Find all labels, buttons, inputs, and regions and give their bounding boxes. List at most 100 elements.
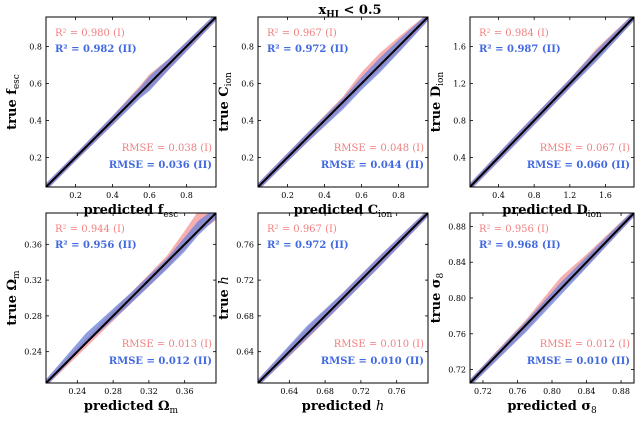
label-text: predicted [507, 399, 581, 414]
x-tick-label: 0.68 [316, 387, 334, 396]
r2-model-II: R² = 0.972 (II) [267, 240, 349, 251]
label-symbol: f [5, 88, 20, 95]
label-symbol: Ω [158, 399, 170, 414]
label-symbol: D [576, 203, 587, 218]
axes-frame [257, 16, 429, 188]
x-tick-label: 1.2 [563, 191, 576, 200]
x-tick-label: 0.80 [543, 387, 561, 396]
axes-frame [45, 212, 217, 384]
rmse-model-II: RMSE = 0.060 (II) [527, 160, 630, 171]
label-text: predicted [294, 203, 368, 218]
rmse-model-I: RMSE = 0.038 (I) [122, 143, 212, 154]
label-subscript: ion [378, 210, 392, 220]
y-tick-label: 0.8 [241, 43, 254, 52]
x-tick-label: 0.76 [509, 387, 527, 396]
y-tick-label: 0.32 [24, 276, 42, 285]
label-text: true [5, 95, 20, 130]
r2-model-I: R² = 0.956 (I) [479, 224, 549, 235]
identity-line [470, 213, 634, 383]
label-symbol: D [429, 86, 444, 97]
y-tick-label: 1.2 [453, 80, 466, 89]
axes-frame [257, 212, 429, 384]
r2-model-I: R² = 0.944 (I) [55, 224, 125, 235]
x-tick-label: 0.8 [392, 191, 405, 200]
y-tick-label: 0.80 [448, 294, 466, 303]
label-text: true [217, 285, 232, 320]
x-tick-label: 0.4 [106, 191, 119, 200]
rmse-model-I: RMSE = 0.067 (I) [540, 143, 630, 154]
plot-area [258, 213, 428, 383]
r2-model-I: R² = 0.984 (I) [479, 28, 549, 39]
y-tick-label: 0.72 [236, 276, 254, 285]
identity-line [258, 17, 428, 187]
plot-area [470, 17, 634, 187]
label-subscript: 8 [591, 406, 597, 416]
y-tick-label: 0.76 [448, 330, 466, 339]
x-tick-label: 0.24 [68, 387, 86, 396]
x-tick-label: 0.4 [492, 191, 505, 200]
y-axis-label: true Cion [217, 72, 234, 132]
label-symbol: f [158, 203, 165, 218]
y-tick-label: 0.8 [29, 43, 42, 52]
y-tick-label: 0.6 [29, 80, 42, 89]
label-subscript: 8 [436, 273, 446, 279]
r2-model-I: R² = 0.980 (I) [55, 28, 125, 39]
identity-line [470, 17, 634, 187]
x-axis-label: predicted σ8 [507, 399, 597, 416]
y-tick-label: 0.76 [236, 240, 254, 249]
r2-model-II: R² = 0.982 (II) [55, 44, 137, 55]
x-tick-label: 0.84 [578, 387, 596, 396]
x-tick-label: 0.32 [140, 387, 158, 396]
label-text: true [429, 97, 444, 132]
x-axis-label: predicted Cion [294, 203, 393, 220]
label-symbol: h [376, 399, 384, 414]
y-tick-label: 0.64 [236, 348, 254, 357]
rmse-model-I: RMSE = 0.013 (I) [122, 339, 212, 350]
x-tick-label: 0.36 [176, 387, 194, 396]
label-subscript: m [170, 406, 179, 416]
r2-model-II: R² = 0.968 (II) [479, 240, 561, 251]
r2-model-II: R² = 0.987 (II) [479, 44, 561, 55]
y-axis-label: true fesc [5, 74, 22, 130]
y-axis-label: true Ωm [5, 270, 22, 326]
label-subscript: esc [163, 210, 178, 220]
label-text: predicted [84, 203, 158, 218]
y-axis-label: true Dion [429, 72, 446, 133]
rmse-model-I: RMSE = 0.048 (I) [334, 143, 424, 154]
label-subscript: ion [588, 210, 602, 220]
y-tick-label: 0.4 [453, 153, 466, 162]
label-symbol: h [217, 276, 232, 284]
identity-line [46, 213, 216, 383]
label-subscript: m [12, 270, 22, 279]
y-tick-label: 0.72 [448, 366, 466, 375]
axes-frame [45, 16, 217, 188]
label-subscript: esc [12, 74, 22, 89]
x-tick-label: 0.76 [388, 387, 406, 396]
rmse-model-II: RMSE = 0.010 (II) [321, 356, 424, 367]
x-axis-label: predicted Ωm [84, 399, 179, 416]
label-symbol: σ [429, 279, 444, 289]
y-tick-label: 0.36 [24, 240, 42, 249]
label-text: predicted [302, 399, 376, 414]
x-tick-label: 0.72 [352, 387, 370, 396]
y-tick-label: 0.8 [453, 116, 466, 125]
rmse-model-I: RMSE = 0.012 (I) [540, 339, 630, 350]
panel-5: 0.64 0.68 0.72 0.76 0.64 0.68 0.72 0.76 R² = 0.9… [217, 212, 429, 414]
panel-4: 0.24 0.28 0.32 0.36 0.24 0.28 0.32 0.36 R² = 0.9… [5, 212, 217, 416]
x-axis-label: predicted fesc [84, 203, 179, 220]
r2-model-II: R² = 0.972 (II) [267, 44, 349, 55]
rmse-model-II: RMSE = 0.044 (II) [321, 160, 424, 171]
y-axis-label: true σ8 [429, 273, 446, 324]
panel-3: 0.4 0.8 1.2 1.6 0.4 0.8 1.2 1.6 R² = 0.984 (I) R²… [429, 16, 635, 220]
plot-area [258, 17, 428, 187]
y-tick-label: 0.84 [448, 258, 466, 267]
label-subscript: ion [436, 72, 446, 86]
x-tick-label: 0.4 [318, 191, 331, 200]
label-text: predicted [84, 399, 158, 414]
x-tick-label: 0.8 [180, 191, 193, 200]
x-axis-label: predicted Dion [502, 203, 602, 220]
axes-frame [469, 16, 635, 188]
x-tick-label: 0.88 [612, 387, 630, 396]
y-tick-label: 0.28 [24, 312, 42, 321]
